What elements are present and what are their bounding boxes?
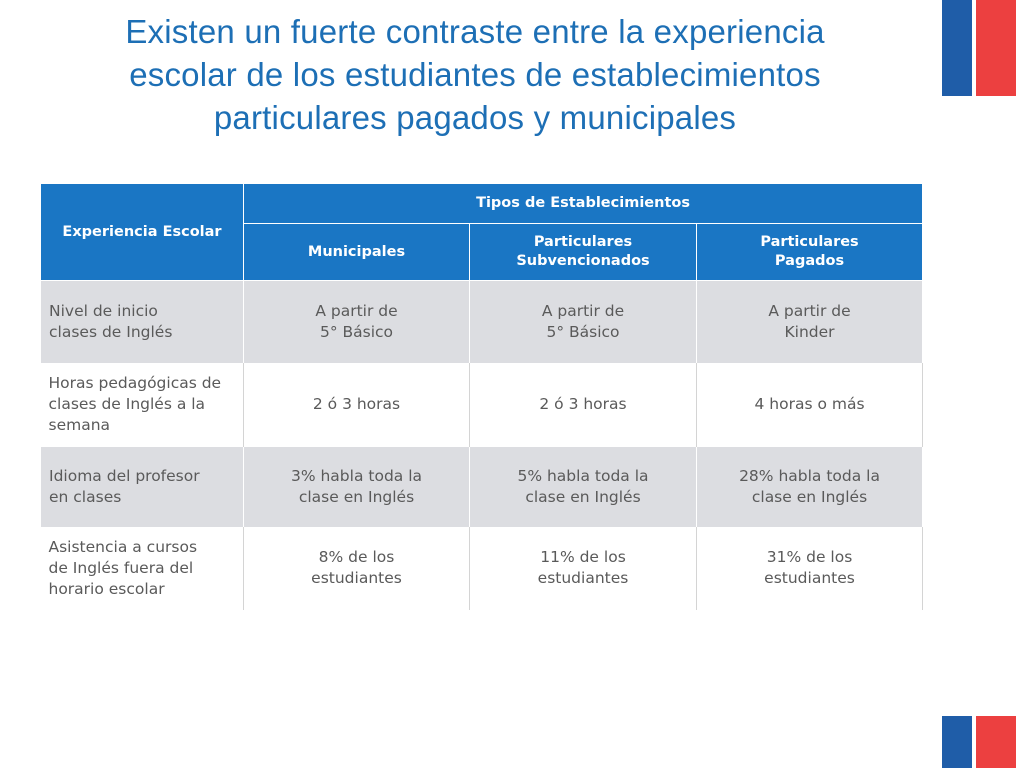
flag-red-stripe xyxy=(976,0,1016,96)
table-cell: 8% de los estudiantes xyxy=(243,526,470,610)
row-label: Nivel de inicio clases de Inglés xyxy=(40,280,244,363)
column-header-line: Pagados xyxy=(774,253,845,269)
row-label-line: horario escolar xyxy=(48,579,165,598)
table-cell-line: 5° Básico xyxy=(319,322,394,341)
table-cell: A partir de Kinder xyxy=(695,280,924,363)
row-label-line: de Inglés fuera del xyxy=(48,558,194,577)
table-cell: A partir de 5° Básico xyxy=(469,280,697,363)
table-cell: 31% de los estudiantes xyxy=(695,526,924,610)
table-cell: 4 horas o más xyxy=(695,362,924,447)
table-cell-line: 31% de los xyxy=(766,548,853,566)
table-cell: 28% habla toda la clase en Inglés xyxy=(695,446,924,527)
table-row: Idioma del profesor en clases 3% habla tod… xyxy=(40,446,924,527)
table-cell-line: 3% habla toda la xyxy=(290,466,423,485)
title-line-1: Existen un fuerte contraste entre la exp… xyxy=(125,13,825,50)
row-label-line: clases de Inglés xyxy=(49,322,173,341)
row-label: Idioma del profesor en clases xyxy=(40,446,244,527)
table-row: Nivel de inicio clases de Inglés A partir … xyxy=(40,280,924,363)
column-header: Particulares Pagados xyxy=(695,223,924,281)
table-cell: 5% habla toda la clase en Inglés xyxy=(469,446,697,527)
table-cell-line: 28% habla toda la xyxy=(739,466,880,485)
title-line-3: particulares pagados y municipales xyxy=(213,99,737,136)
table-cell: 2 ó 3 horas xyxy=(469,362,697,447)
column-header-line: Subvencionados xyxy=(516,253,650,269)
flag-red-stripe xyxy=(976,716,1016,768)
table-cell-line: 5° Básico xyxy=(546,322,620,341)
table-cell: 2 ó 3 horas xyxy=(243,362,470,447)
table-cell-line: clase en Inglés xyxy=(525,487,641,506)
table-cell-line: clase en Inglés xyxy=(751,487,868,506)
table-cell: 11% de los estudiantes xyxy=(469,526,697,610)
row-label-line: Nivel de inicio xyxy=(49,301,158,320)
table-row: Horas pedagógicas de clases de Inglés a l… xyxy=(40,362,924,447)
column-header-line: Particulares xyxy=(533,234,633,250)
row-label-line: en clases xyxy=(49,487,122,506)
row-label-line: Asistencia a cursos xyxy=(48,537,198,556)
table-cell-line: estudiantes xyxy=(311,569,402,587)
row-label-line: Idioma del profesor xyxy=(49,466,200,485)
column-header-line: Municipales xyxy=(307,243,406,260)
row-label-line: semana xyxy=(48,416,111,434)
table-cell-line: 2 ó 3 horas xyxy=(312,395,401,413)
group-header: Tipos de Establecimientos xyxy=(242,183,924,224)
column-header: Particulares Subvencionados xyxy=(469,223,697,281)
table-cell: A partir de 5° Básico xyxy=(243,280,470,363)
table-cell: 3% habla toda la clase en Inglés xyxy=(243,446,470,527)
table-cell-line: 8% de los xyxy=(318,548,395,566)
table-cell-line: A partir de xyxy=(768,301,851,320)
flag-blue-stripe xyxy=(942,0,972,96)
table-cell-line: 4 horas o más xyxy=(754,395,865,413)
table-cell-line: A partir de xyxy=(315,301,398,320)
flag-decoration-bottom xyxy=(942,716,1016,768)
table-cell-line: estudiantes xyxy=(537,569,629,587)
school-experience-table: Experiencia Escolar Tipos de Establecimi… xyxy=(40,183,924,610)
table-cell-line: estudiantes xyxy=(764,569,855,587)
column-header-line: Particulares xyxy=(760,234,859,250)
title-line-2: escolar de los estudiantes de establecim… xyxy=(129,56,821,93)
table-cell-line: A partir de xyxy=(541,301,625,320)
table-cell-line: clase en Inglés xyxy=(298,487,415,506)
flag-decoration-top xyxy=(942,0,1016,96)
table-cell-line: 5% habla toda la xyxy=(517,466,649,485)
row-label: Asistencia a cursos de Inglés fuera del ho… xyxy=(40,526,244,610)
row-label: Horas pedagógicas de clases de Inglés a l… xyxy=(40,362,244,447)
row-header: Experiencia Escolar xyxy=(40,183,244,281)
table-cell-line: 2 ó 3 horas xyxy=(539,395,627,413)
column-header: Municipales xyxy=(243,223,470,281)
flag-blue-stripe xyxy=(942,716,972,768)
row-label-line: Horas pedagógicas de xyxy=(48,374,222,392)
table-cell-line: 11% de los xyxy=(540,548,626,566)
slide-title: Existen un fuerte contraste entre la exp… xyxy=(30,10,920,139)
table-row: Asistencia a cursos de Inglés fuera del ho… xyxy=(40,526,924,610)
row-label-line: clases de Inglés a la xyxy=(48,395,206,413)
table-cell-line: Kinder xyxy=(784,322,835,341)
